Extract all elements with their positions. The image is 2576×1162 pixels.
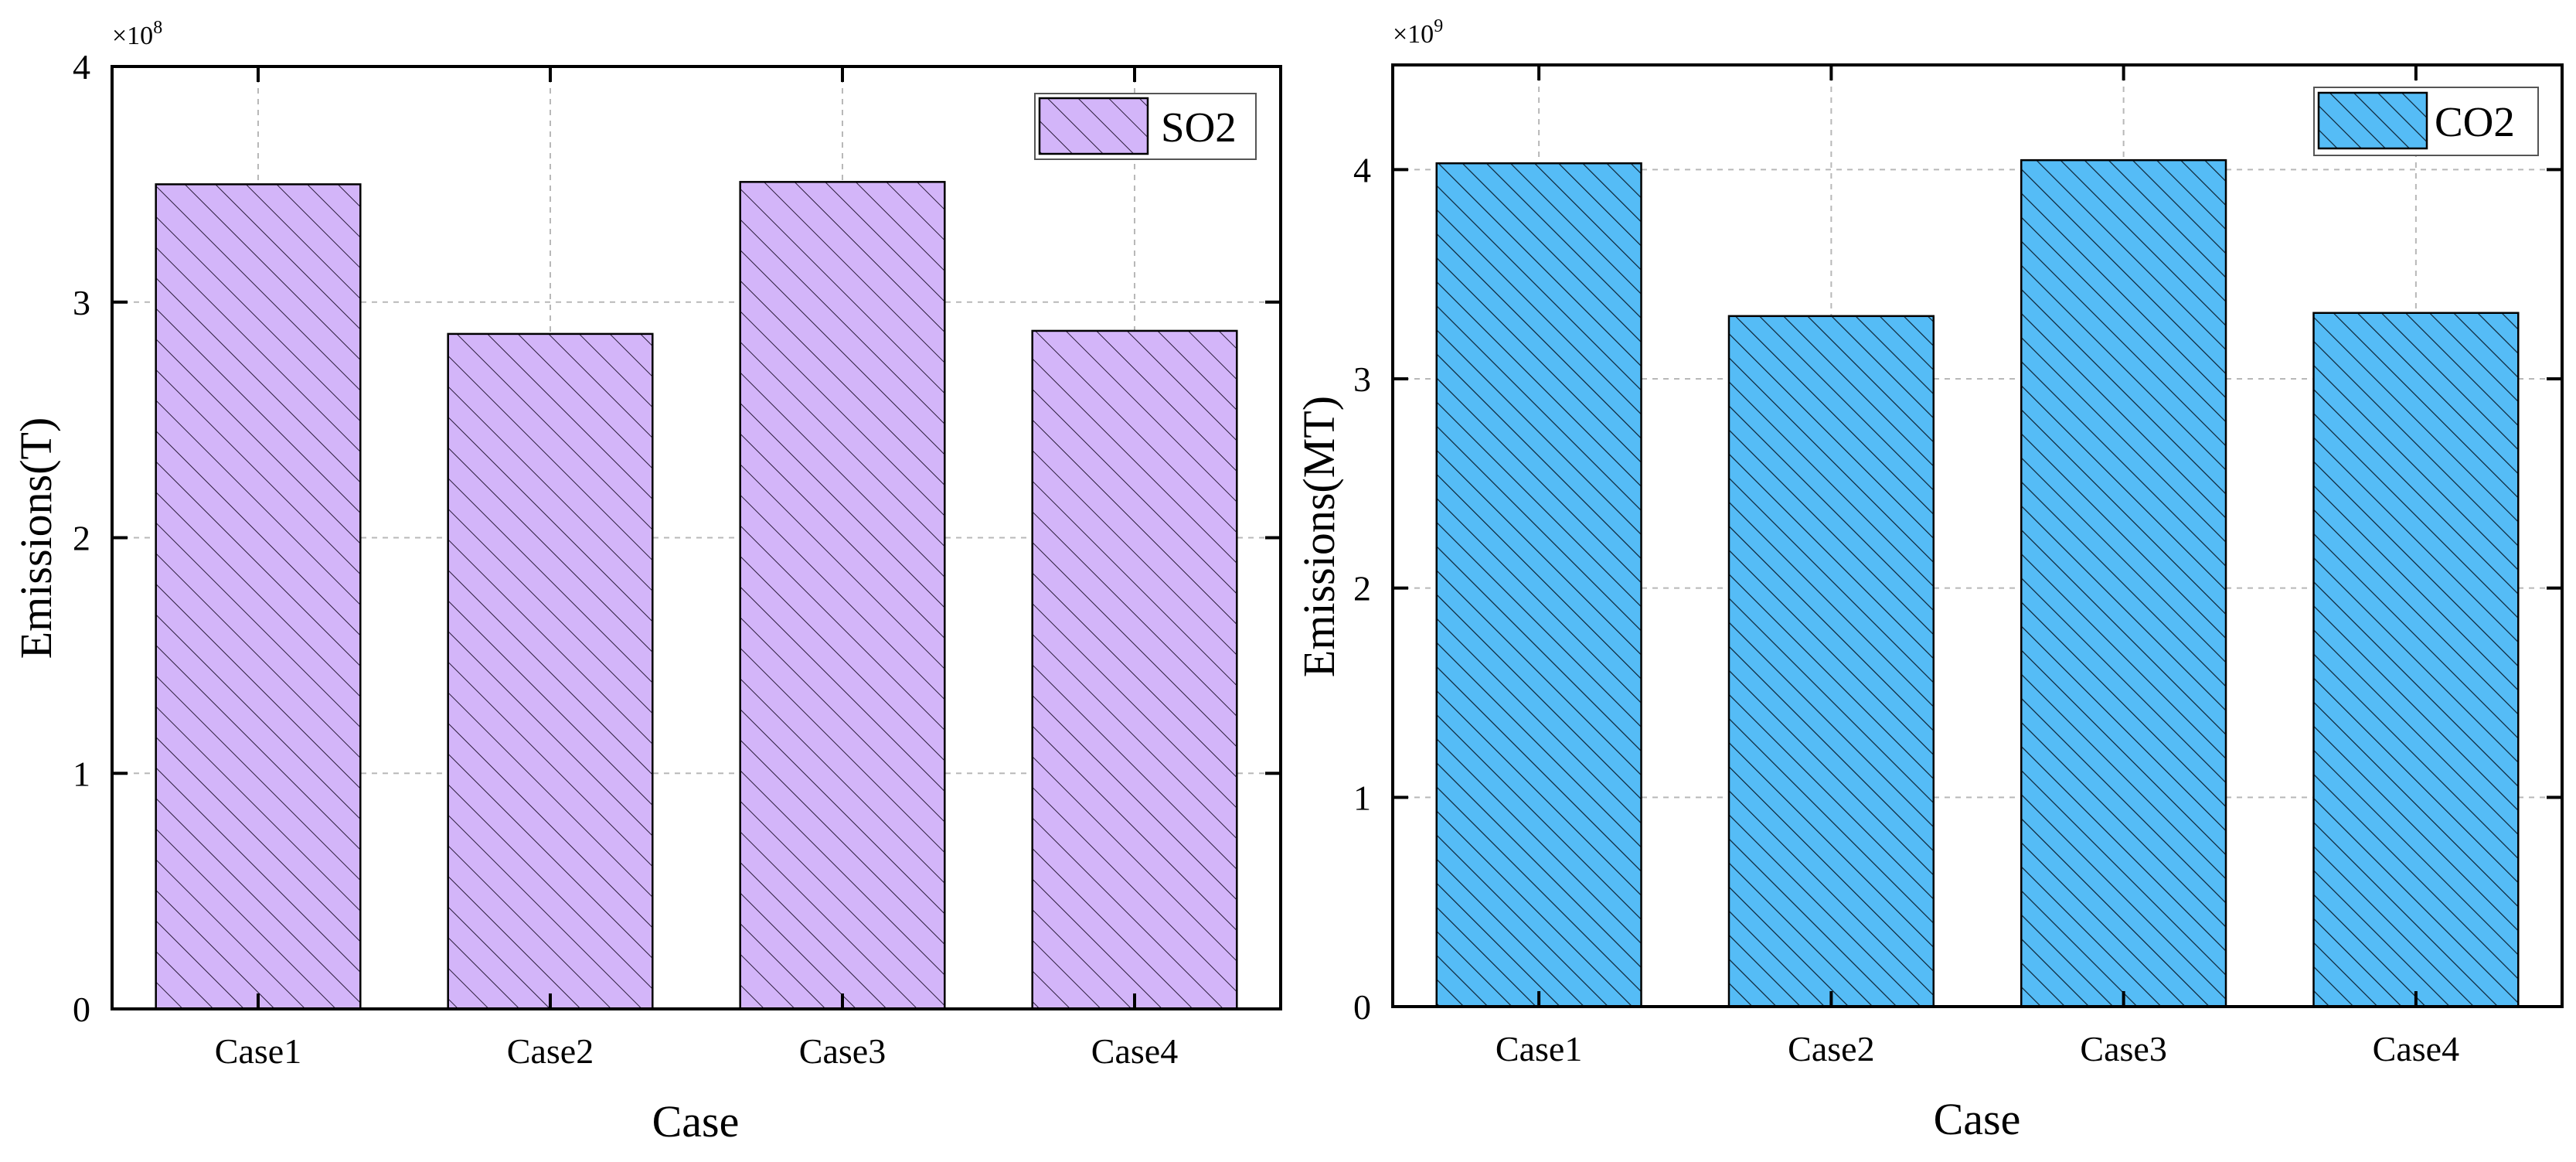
y-tick-label: 0 [1353,987,1371,1027]
xticks-so2: Case1 Case2 Case3 Case4 [215,66,1178,1071]
bar-case1 [1435,162,1642,1008]
yticks-so2: 0 1 2 3 4 [73,47,1281,1029]
scale-factor-so2: ×108 [112,18,162,50]
x-tick-label: Case2 [507,1031,594,1071]
x-tick-label: Case4 [2373,1029,2459,1068]
bars-so2 [155,181,1238,1010]
y-tick-label: 3 [1353,360,1371,399]
x-axis-title-co2: Case [1934,1094,2021,1144]
y-tick-label: 4 [73,47,90,87]
x-tick-label: Case2 [1788,1029,1874,1068]
x-tick-label: Case3 [2080,1029,2166,1068]
legend-swatch-co2 [2317,91,2428,150]
legend-so2: SO2 [1034,93,1257,160]
xticks-co2: Case1 Case2 Case3 Case4 [1496,65,2459,1068]
legend-swatch-so2 [1038,97,1149,155]
x-tick-label: Case1 [215,1031,301,1071]
y-tick-label: 3 [73,283,90,322]
plot-frame-co2 [1391,63,2564,1008]
x-tick-label: Case1 [1496,1029,1582,1068]
x-tick-label: Case3 [799,1031,886,1071]
bar-case3 [2020,158,2227,1008]
chart-co2: 0 1 2 3 4 Case1 Case2 Case3 Case4 ×109 Emission… [1294,16,2564,1144]
y-axis-title-co2: Emissions(MT) [1294,396,1344,677]
legend-co2: CO2 [2313,87,2539,156]
x-tick-label: Case4 [1091,1031,1178,1071]
bar-case1 [155,183,362,1010]
bars-co2 [1435,158,2520,1008]
legend-label-co2: CO2 [2435,98,2515,145]
yticks-co2: 0 1 2 3 4 [1353,150,2562,1027]
scale-factor-co2: ×109 [1393,16,1443,49]
bar-case2 [1727,315,1935,1008]
bar-case3 [739,181,946,1010]
y-tick-label: 2 [73,519,90,558]
x-axis-title-so2: Case [652,1096,740,1147]
y-tick-label: 0 [73,990,90,1029]
y-axis-title-so2: Emissions(T) [11,417,61,659]
bar-case2 [447,332,654,1010]
y-tick-label: 1 [73,754,90,793]
y-tick-label: 1 [1353,778,1371,817]
y-tick-label: 4 [1353,150,1371,189]
bar-case4 [2312,312,2520,1008]
chart-so2: 0 1 2 3 4 Case1 Case2 Case3 Case4 ×108 Emission… [11,18,1282,1147]
legend-label-so2: SO2 [1161,104,1237,151]
y-tick-label: 2 [1353,569,1371,608]
bar-case4 [1031,329,1238,1010]
